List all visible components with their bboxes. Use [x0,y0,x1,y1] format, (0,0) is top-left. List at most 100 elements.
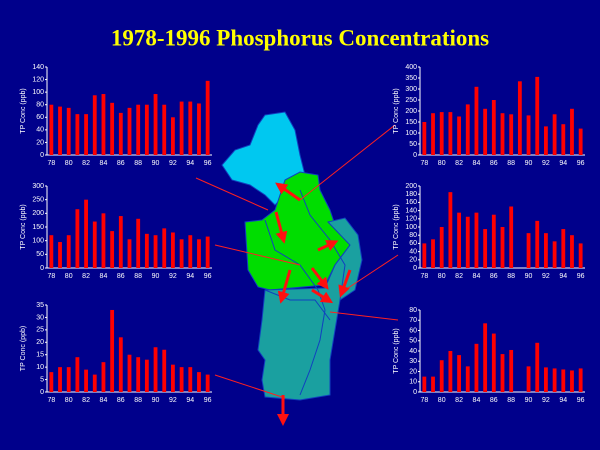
x-tick-label: 86 [490,273,498,280]
bar [561,124,566,155]
y-tick-label: 300 [405,86,417,93]
x-tick-label: 94 [559,273,567,280]
x-tick-label: 80 [438,160,446,167]
bar [552,241,557,268]
x-tick-label: 90 [525,160,533,167]
bar [578,243,583,268]
bar [457,116,461,155]
bar [439,112,444,155]
x-tick-label: 86 [490,160,498,167]
x-tick-label: 86 [490,397,498,404]
bar [552,368,557,392]
bar [535,220,540,268]
bar [179,101,184,155]
bar [118,112,123,155]
x-tick-label: 82 [82,160,90,167]
y-tick-label: 80 [409,232,417,239]
y-tick-label: 10 [409,379,417,386]
bar [179,367,184,392]
bar [578,368,583,392]
bar [58,106,62,155]
bar [58,367,62,392]
x-tick-label: 88 [507,273,515,280]
x-tick-label: 80 [65,160,73,167]
y-tick-label: 10 [36,364,44,371]
slide-title: 1978-1996 Phosphorus Concentrations [111,25,489,50]
y-tick-label: 80 [36,102,44,109]
y-tick-label: 40 [409,248,417,255]
y-axis-label: TP Conc (ppb) [393,88,400,133]
bar [75,357,80,392]
bar [75,114,80,155]
bar [205,236,210,268]
y-tick-label: 40 [36,127,44,134]
bar [205,80,210,155]
bar [431,376,435,392]
y-tick-label: 50 [36,251,44,258]
y-tick-label: 80 [409,307,417,314]
bar [465,104,470,155]
x-tick-label: 88 [507,397,515,404]
bar [457,355,461,392]
y-tick-label: 120 [405,216,417,223]
bar [483,108,488,155]
bar [127,107,132,155]
x-tick-label: 96 [204,397,212,404]
bar [144,233,149,268]
x-tick-label: 92 [169,397,177,404]
y-tick-label: 60 [36,114,44,121]
x-tick-label: 78 [47,160,55,167]
x-tick-label: 88 [134,397,142,404]
y-tick-label: 400 [405,64,417,71]
y-tick-label: 60 [409,327,417,334]
y-tick-label: 350 [405,75,417,82]
x-tick-label: 84 [100,273,108,280]
bar [197,103,201,155]
bar [448,112,453,155]
y-tick-label: 50 [409,338,417,345]
x-tick-label: 80 [438,397,446,404]
x-tick-label: 88 [134,160,142,167]
y-tick-label: 30 [409,358,417,365]
x-tick-label: 86 [117,273,125,280]
bar [66,235,71,268]
bar [127,239,132,268]
bar [66,107,71,155]
y-axis-label: TP Conc (ppb) [20,204,27,249]
bar [144,104,149,155]
y-tick-label: 120 [32,76,44,83]
y-tick-label: 70 [409,317,417,324]
bar [101,94,106,155]
bar [422,243,427,268]
x-tick-label: 94 [186,160,194,167]
y-axis-label: TP Conc (ppb) [393,204,400,249]
x-tick-label: 88 [507,160,515,167]
y-tick-label: 300 [32,183,44,190]
bar [439,360,444,392]
y-tick-label: 25 [36,327,44,334]
x-tick-label: 82 [455,273,463,280]
bar [144,359,149,392]
bar [110,102,115,155]
bar [544,233,548,268]
x-tick-label: 78 [47,273,55,280]
bar [570,108,574,155]
bar [49,235,54,268]
x-tick-label: 92 [542,397,550,404]
x-tick-label: 78 [420,397,428,404]
bar [136,218,141,268]
bar [75,209,80,268]
x-tick-label: 90 [525,397,533,404]
y-tick-label: 100 [405,224,417,231]
bar [171,117,175,155]
y-tick-label: 0 [40,152,44,159]
bar [197,372,201,392]
x-tick-label: 90 [152,160,160,167]
x-tick-label: 90 [525,273,533,280]
y-tick-label: 0 [40,389,44,396]
x-tick-label: 78 [420,160,428,167]
x-tick-label: 80 [438,273,446,280]
bar [153,235,158,268]
x-tick-label: 86 [117,160,125,167]
bar [205,374,210,392]
